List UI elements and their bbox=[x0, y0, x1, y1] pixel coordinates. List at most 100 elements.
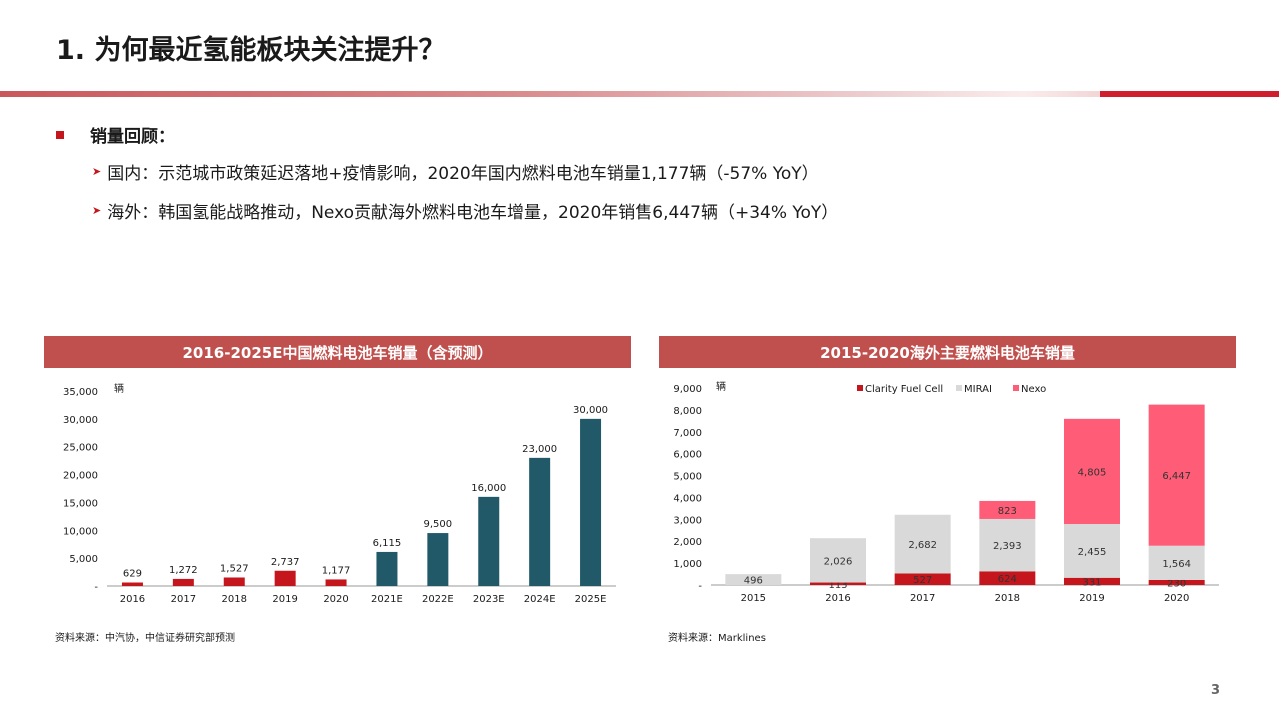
china-bar-2021E bbox=[376, 551, 398, 586]
overseas-data-label: 624 bbox=[998, 574, 1017, 585]
overseas-bar-segment-2018-2 bbox=[979, 500, 1036, 519]
china-data-label: 1,272 bbox=[169, 565, 198, 576]
overseas-y-tick-label: 6,000 bbox=[673, 450, 702, 461]
overseas-data-label: 113 bbox=[828, 580, 847, 591]
overseas-bar-segment-2017-1 bbox=[894, 514, 951, 574]
china-chart-title: 2016-2025E中国燃料电池车销量（含预测） bbox=[44, 336, 631, 368]
overseas-y-axis-unit: 辆 bbox=[716, 380, 726, 393]
china-data-label: 2,737 bbox=[271, 557, 300, 568]
overseas-bar-segment-2018-1 bbox=[979, 518, 1036, 572]
overseas-y-tick-label: 1,000 bbox=[673, 559, 702, 570]
china-x-tick-label: 2021E bbox=[371, 594, 403, 605]
overseas-data-label: 2,393 bbox=[993, 541, 1022, 552]
overseas-y-tick-label: 3,000 bbox=[673, 515, 702, 526]
china-x-tick-label: 2024E bbox=[524, 594, 556, 605]
arrow-bullet-icon: ➤ bbox=[92, 165, 102, 178]
overseas-bar-segment-2020-1 bbox=[1148, 545, 1205, 580]
china-bar-2018 bbox=[223, 577, 245, 586]
bullet-heading-text: 销量回顾： bbox=[90, 127, 175, 147]
overseas-data-label: 527 bbox=[913, 575, 932, 586]
china-y-tick-label: 30,000 bbox=[63, 415, 98, 426]
china-y-axis-unit: 辆 bbox=[114, 382, 124, 395]
overseas-data-label: 823 bbox=[998, 506, 1017, 517]
overseas-bar-segment-2019-1 bbox=[1064, 524, 1120, 578]
overseas-x-tick-label: 2020 bbox=[1164, 593, 1189, 604]
china-data-label: 629 bbox=[123, 568, 142, 579]
china-y-tick-label: 15,000 bbox=[63, 498, 98, 509]
china-bar-2022E bbox=[427, 533, 449, 586]
china-x-tick-label: 2023E bbox=[473, 594, 505, 605]
china-data-label: 9,500 bbox=[424, 519, 453, 530]
bullet-domestic-text: 国内：示范城市政策延迟落地+疫情影响，2020年国内燃料电池车销量1,177辆（… bbox=[107, 164, 819, 184]
legend-swatch-0 bbox=[857, 385, 863, 391]
overseas-chart-title: 2015-2020海外主要燃料电池车销量 bbox=[659, 336, 1236, 368]
overseas-x-tick-label: 2015 bbox=[741, 593, 766, 604]
overseas-bar-segment-2017-0 bbox=[894, 573, 951, 585]
china-x-tick-label: 2020 bbox=[323, 594, 348, 605]
china-y-tick-label: 25,000 bbox=[63, 443, 98, 454]
overseas-data-label: 2,026 bbox=[824, 556, 853, 567]
overseas-y-tick-label: 4,000 bbox=[673, 493, 702, 504]
overseas-x-tick-label: 2016 bbox=[825, 593, 850, 604]
china-x-tick-label: 2019 bbox=[272, 594, 297, 605]
bullet-heading: 销量回顾： bbox=[56, 122, 175, 147]
china-data-label: 1,177 bbox=[322, 565, 351, 576]
title-rule bbox=[0, 91, 1279, 97]
overseas-data-label: 2,455 bbox=[1078, 547, 1107, 558]
page-number: 3 bbox=[1211, 683, 1221, 698]
overseas-y-tick-label: 7,000 bbox=[673, 428, 702, 439]
overseas-data-label: 1,564 bbox=[1162, 559, 1191, 570]
china-bar-2019 bbox=[274, 570, 296, 586]
china-x-tick-label: 2017 bbox=[171, 594, 196, 605]
overseas-y-tick-label: 8,000 bbox=[673, 406, 702, 417]
bullet-domestic: ➤ 国内：示范城市政策延迟落地+疫情影响，2020年国内燃料电池车销量1,177… bbox=[92, 159, 819, 184]
china-data-label: 16,000 bbox=[471, 483, 506, 494]
overseas-data-label: 230 bbox=[1167, 578, 1186, 589]
china-y-tick-label: 35,000 bbox=[63, 387, 98, 398]
overseas-y-tick-label: 5,000 bbox=[673, 472, 702, 483]
overseas-bar-segment-2019-0 bbox=[1064, 577, 1120, 585]
china-data-label: 1,527 bbox=[220, 563, 249, 574]
china-bar-2023E bbox=[478, 496, 500, 586]
china-y-tick-label: 10,000 bbox=[63, 526, 98, 537]
overseas-x-tick-label: 2019 bbox=[1079, 593, 1104, 604]
china-data-label: 6,115 bbox=[373, 538, 402, 549]
overseas-bar-segment-2019-2 bbox=[1064, 418, 1120, 525]
overseas-data-label: 331 bbox=[1082, 577, 1101, 588]
overseas-bar-segment-2020-2 bbox=[1148, 404, 1205, 546]
arrow-bullet-icon: ➤ bbox=[92, 204, 102, 217]
overseas-data-label: 2,682 bbox=[908, 540, 937, 551]
overseas-data-label: 496 bbox=[744, 576, 763, 587]
china-bar-2024E bbox=[529, 457, 551, 586]
legend-label: Nexo bbox=[1021, 384, 1046, 395]
china-y-tick-label: 5,000 bbox=[69, 554, 98, 565]
china-data-label: 23,000 bbox=[522, 444, 557, 455]
china-bar-2016 bbox=[121, 582, 143, 586]
china-x-tick-label: 2016 bbox=[120, 594, 145, 605]
overseas-y-tick-label: 2,000 bbox=[673, 537, 702, 548]
legend-swatch-1 bbox=[956, 385, 962, 391]
overseas-chart-source: 资料来源：Marklines bbox=[668, 633, 766, 644]
china-x-tick-label: 2018 bbox=[222, 594, 247, 605]
legend-label: MIRAI bbox=[964, 384, 992, 395]
page-title: 1. 为何最近氢能板块关注提升？ bbox=[56, 35, 446, 66]
overseas-data-label: 4,805 bbox=[1078, 467, 1107, 478]
bullet-overseas-text: 海外：韩国氢能战略推动，Nexo贡献海外燃料电池车增量，2020年销售6,447… bbox=[107, 203, 839, 223]
overseas-bar-segment-2020-0 bbox=[1148, 579, 1205, 585]
legend-swatch-2 bbox=[1013, 385, 1019, 391]
china-y-tick-label: 20,000 bbox=[63, 471, 98, 482]
legend-label: Clarity Fuel Cell bbox=[865, 384, 943, 395]
bullet-overseas: ➤ 海外：韩国氢能战略推动，Nexo贡献海外燃料电池车增量，2020年销售6,4… bbox=[92, 198, 838, 223]
overseas-bar-segment-2016-0 bbox=[810, 582, 866, 585]
overseas-bar-segment-2016-1 bbox=[810, 538, 866, 583]
overseas-data-label: 6,447 bbox=[1162, 471, 1191, 482]
overseas-x-tick-label: 2017 bbox=[910, 593, 935, 604]
overseas-y-tick-label: 9,000 bbox=[673, 384, 702, 395]
square-bullet-icon bbox=[56, 130, 64, 139]
china-x-tick-label: 2022E bbox=[422, 594, 454, 605]
china-data-label: 30,000 bbox=[573, 405, 608, 416]
china-y-tick-label: - bbox=[94, 582, 98, 593]
overseas-bar-segment-2018-0 bbox=[979, 571, 1036, 585]
